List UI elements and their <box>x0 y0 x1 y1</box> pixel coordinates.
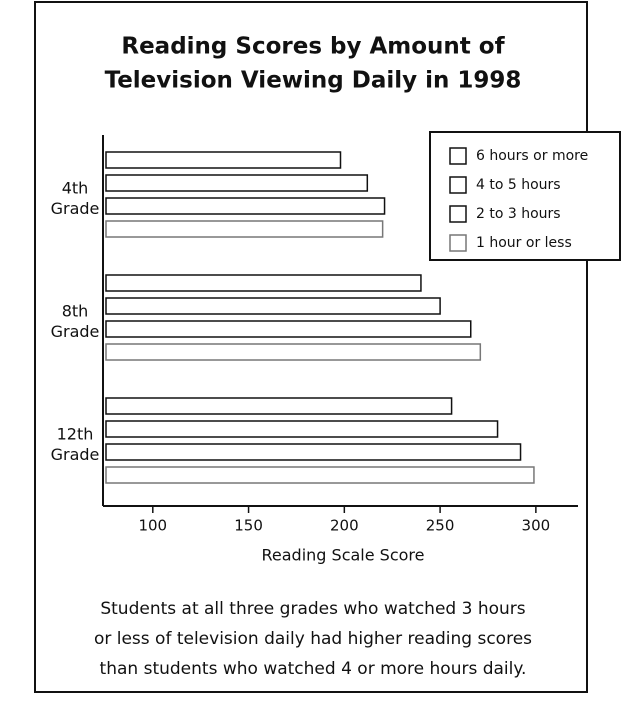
bar <box>105 343 482 361</box>
legend-label: 1 hour or less <box>476 235 572 251</box>
bar <box>105 220 384 238</box>
x-tick-label: 100 <box>138 517 167 535</box>
caption: than students who watched 4 or more hour… <box>100 659 527 679</box>
legend-swatch <box>449 147 467 165</box>
chart-title: Television Viewing Daily in 1998 <box>105 68 522 94</box>
x-tick-label: 200 <box>330 517 359 535</box>
legend-swatch <box>449 176 467 194</box>
legend-swatch <box>449 205 467 223</box>
x-axis-label: Reading Scale Score <box>262 546 425 565</box>
bar <box>105 420 499 438</box>
bar <box>105 297 441 315</box>
bar <box>105 443 522 461</box>
bar <box>105 320 472 338</box>
x-tick-label: 250 <box>426 517 455 535</box>
y-tick-label: 12th Grade <box>51 424 100 464</box>
bar <box>105 274 422 292</box>
x-tick-label: 300 <box>522 517 551 535</box>
bar <box>105 466 535 484</box>
caption: Students at all three grades who watched… <box>100 599 525 619</box>
frame <box>34 1 588 693</box>
legend-swatch <box>449 234 467 252</box>
bar <box>105 397 453 415</box>
y-tick-label: 8th Grade <box>51 301 100 341</box>
legend-label: 4 to 5 hours <box>476 177 561 193</box>
bar <box>105 174 369 192</box>
caption: or less of television daily had higher r… <box>94 629 532 649</box>
x-tick-label: 150 <box>234 517 263 535</box>
legend-label: 2 to 3 hours <box>476 206 561 222</box>
bar <box>105 151 342 169</box>
bar <box>105 197 386 215</box>
chart-title: Reading Scores by Amount of <box>121 34 505 60</box>
y-tick-label: 4th Grade <box>51 178 100 218</box>
legend-label: 6 hours or more <box>476 148 588 164</box>
